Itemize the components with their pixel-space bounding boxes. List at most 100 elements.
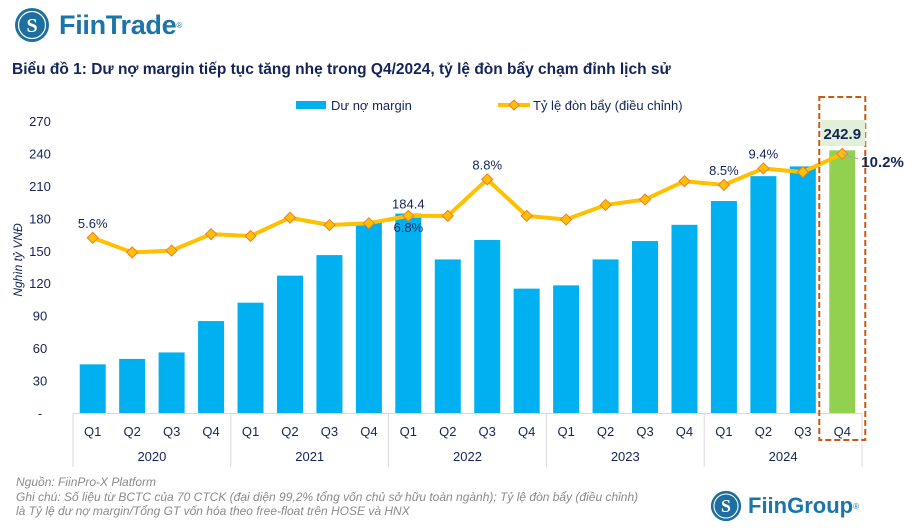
x-tick-label: Q1 xyxy=(715,424,732,439)
bar xyxy=(434,259,461,413)
bar xyxy=(119,358,146,413)
x-tick-label: Q4 xyxy=(518,424,535,439)
leverage-marker xyxy=(362,216,376,230)
legend-bar-swatch xyxy=(296,101,326,109)
y-tick-label: - xyxy=(38,406,42,421)
bar xyxy=(632,241,659,413)
x-tick-label: Q2 xyxy=(124,424,141,439)
x-tick-label: Q3 xyxy=(321,424,338,439)
bar-value-label: 184.4 xyxy=(392,197,425,212)
x-tick-label: Q2 xyxy=(597,424,614,439)
x-tick-label: Q4 xyxy=(360,424,377,439)
line-value-label: 8.5% xyxy=(709,163,739,178)
year-label: 2021 xyxy=(295,449,324,464)
bar xyxy=(513,288,540,413)
bar xyxy=(750,176,777,413)
line-value-label: 10.2% xyxy=(861,154,904,171)
x-tick-label: Q2 xyxy=(439,424,456,439)
label-connector xyxy=(842,153,859,160)
y-tick-label: 90 xyxy=(33,309,47,324)
leverage-marker xyxy=(165,244,178,257)
y-tick-label: 60 xyxy=(33,341,47,356)
bar xyxy=(276,275,303,413)
leverage-marker xyxy=(559,213,573,226)
leverage-marker xyxy=(86,231,99,245)
note-line-1: Ghi chú: Số liệu từ BCTC của 70 CTCK (đạ… xyxy=(16,489,639,504)
bar-label-background xyxy=(821,120,866,146)
fiingroup-logo: S FiinGroup ® xyxy=(710,490,859,522)
note-line-2: là Tỷ lệ dư nợ margin/Tổng GT vốn hóa th… xyxy=(16,504,410,518)
footer-notes: Nguồn: FiinPro-X Platform Ghi chú: Số li… xyxy=(16,475,638,519)
bar xyxy=(316,255,343,413)
bar xyxy=(671,224,698,413)
year-label: 2020 xyxy=(137,449,166,464)
legend-bar-label: Dư nợ margin xyxy=(331,98,412,113)
legend-line-label: Tỷ lệ đòn bẩy (điều chỉnh) xyxy=(533,98,683,113)
fiintrade-logo: S FiinTrade ® xyxy=(14,7,182,43)
y-tick-label: 210 xyxy=(29,179,51,194)
x-tick-label: Q3 xyxy=(794,424,811,439)
y-tick-label: 30 xyxy=(33,374,47,389)
bar xyxy=(789,166,816,413)
svg-text:S: S xyxy=(721,496,731,516)
line-value-label: 8.8% xyxy=(472,157,502,172)
year-label: 2023 xyxy=(611,449,640,464)
leverage-marker xyxy=(481,173,494,186)
leverage-marker xyxy=(638,193,652,206)
y-tick-label: 240 xyxy=(29,146,51,161)
brand-name: FiinTrade xyxy=(59,9,177,40)
leverage-marker xyxy=(125,246,139,259)
bar xyxy=(710,201,737,413)
y-tick-label: 150 xyxy=(29,244,51,259)
bar xyxy=(829,150,856,413)
x-tick-label: Q3 xyxy=(479,424,496,439)
bar xyxy=(592,259,619,413)
line-value-label: 9.4% xyxy=(749,146,779,161)
bar xyxy=(79,364,106,413)
x-tick-label: Q2 xyxy=(281,424,298,439)
bar xyxy=(198,321,225,413)
year-label: 2024 xyxy=(769,449,798,464)
bar xyxy=(474,239,501,413)
bar-value-label: 242.9 xyxy=(824,126,862,143)
leverage-marker xyxy=(244,229,257,243)
source-note: Nguồn: FiinPro-X Platform xyxy=(16,475,157,489)
y-tick-label: 120 xyxy=(29,276,51,291)
x-tick-label: Q1 xyxy=(242,424,259,439)
chart: - 30 60 90 120 150 180 210 240 270 Nghìn tỷ VNĐ Q1 Q… xyxy=(11,96,904,467)
leverage-marker xyxy=(757,162,770,175)
year-label: 2022 xyxy=(453,449,482,464)
svg-text:S: S xyxy=(26,15,37,37)
highlight-box xyxy=(818,96,867,441)
leverage-marker xyxy=(204,227,218,241)
y-tick-label: 180 xyxy=(29,211,51,226)
x-tick-label: Q1 xyxy=(557,424,574,439)
x-tick-label: Q3 xyxy=(636,424,653,439)
bar xyxy=(553,285,580,413)
y-axis-label: Nghìn tỷ VNĐ xyxy=(11,223,25,297)
leverage-marker xyxy=(599,198,612,212)
line-value-label: 6.8% xyxy=(394,220,424,235)
leverage-marker xyxy=(678,175,691,188)
leverage-marker xyxy=(796,165,810,179)
leverage-marker xyxy=(283,211,297,224)
x-tick-label: Q4 xyxy=(676,424,693,439)
bar xyxy=(158,352,185,413)
fiingroup-emblem-icon: S xyxy=(710,490,742,522)
x-tick-label: Q4 xyxy=(834,424,851,439)
line-value-label: 5.6% xyxy=(78,216,108,231)
x-tick-label: Q1 xyxy=(84,424,101,439)
chart-title: Biểu đồ 1: Dư nợ margin tiếp tục tăng nh… xyxy=(12,61,671,78)
bar xyxy=(395,213,422,413)
fiintrade-emblem-icon: S xyxy=(15,8,49,42)
leverage-marker xyxy=(717,178,731,192)
leverage-marker xyxy=(402,209,415,223)
bar xyxy=(355,222,382,413)
legend-line-marker xyxy=(508,99,520,111)
x-tick-label: Q4 xyxy=(202,424,219,439)
bar xyxy=(237,302,264,413)
fiingroup-name: FiinGroup xyxy=(748,493,854,518)
leverage-marker xyxy=(441,209,454,223)
y-tick-label: 270 xyxy=(29,114,51,129)
leverage-marker xyxy=(323,218,336,232)
